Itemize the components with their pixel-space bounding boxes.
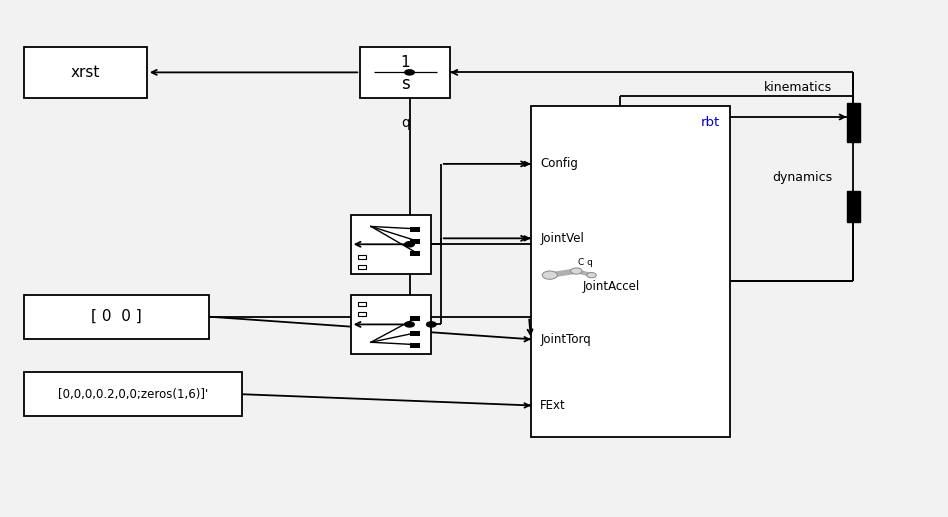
FancyBboxPatch shape — [24, 47, 147, 98]
Bar — [358, 302, 366, 306]
Circle shape — [587, 272, 596, 278]
Bar — [410, 227, 420, 232]
FancyBboxPatch shape — [531, 106, 730, 437]
FancyBboxPatch shape — [351, 295, 431, 354]
Circle shape — [405, 322, 414, 327]
Bar — [358, 312, 366, 316]
Text: s: s — [401, 75, 410, 93]
Text: [0,0,0,0.2,0,0;zeros(1,6)]': [0,0,0,0.2,0,0;zeros(1,6)]' — [58, 388, 208, 401]
Bar — [410, 251, 420, 255]
Bar — [410, 316, 420, 321]
Bar — [358, 265, 366, 269]
FancyBboxPatch shape — [847, 191, 860, 222]
Bar — [358, 254, 366, 258]
Text: 1: 1 — [400, 54, 410, 70]
Text: C q: C q — [578, 258, 593, 267]
Text: kinematics: kinematics — [764, 81, 832, 94]
FancyBboxPatch shape — [847, 103, 860, 142]
Text: Config: Config — [540, 157, 578, 171]
FancyBboxPatch shape — [351, 215, 431, 274]
Text: dynamics: dynamics — [773, 171, 832, 184]
FancyBboxPatch shape — [24, 372, 242, 416]
Circle shape — [427, 322, 436, 327]
Text: rbt: rbt — [702, 116, 720, 129]
Text: q: q — [401, 116, 410, 130]
FancyBboxPatch shape — [360, 47, 450, 98]
Circle shape — [571, 268, 582, 274]
Text: JointAccel: JointAccel — [583, 280, 640, 293]
Bar — [410, 331, 420, 336]
Text: xrst: xrst — [71, 65, 100, 80]
Text: [ 0  0 ]: [ 0 0 ] — [91, 309, 141, 324]
Text: JointTorq: JointTorq — [540, 333, 592, 346]
Text: FExt: FExt — [540, 399, 566, 412]
Bar — [410, 343, 420, 347]
Text: JointVel: JointVel — [540, 232, 584, 245]
Circle shape — [542, 271, 557, 279]
Circle shape — [405, 242, 414, 247]
Bar — [410, 239, 420, 244]
FancyBboxPatch shape — [24, 295, 209, 339]
Circle shape — [405, 70, 414, 75]
